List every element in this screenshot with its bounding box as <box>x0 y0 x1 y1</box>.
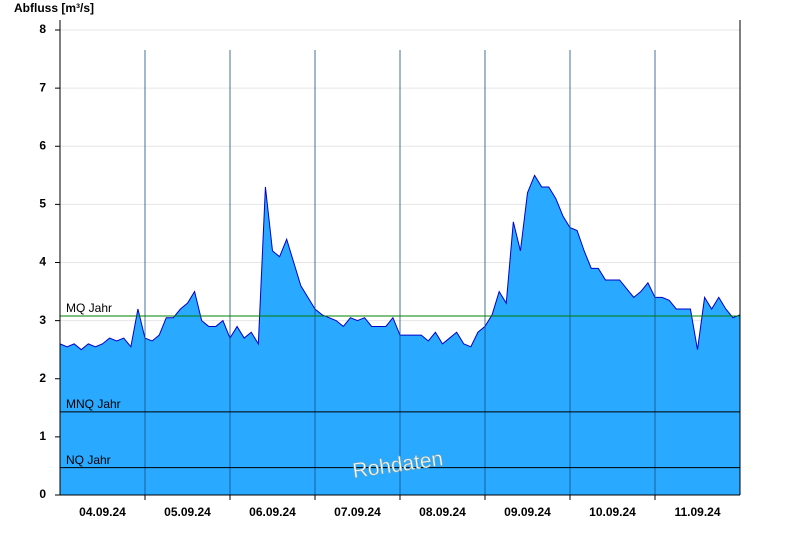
x-tick-label: 04.09.24 <box>79 505 126 519</box>
y-tick-label: 2 <box>39 371 46 385</box>
y-tick-label: 8 <box>39 22 46 36</box>
x-tick-label: 06.09.24 <box>249 505 296 519</box>
x-tick-label: 11.09.24 <box>674 505 720 519</box>
x-tick-label: 09.09.24 <box>504 505 551 519</box>
y-tick-label: 4 <box>39 255 46 269</box>
y-tick-label: 7 <box>39 80 46 94</box>
reference-label: MQ Jahr <box>66 301 112 315</box>
y-tick-label: 0 <box>39 487 46 501</box>
y-tick-label: 5 <box>39 197 46 211</box>
reference-label: NQ Jahr <box>66 453 111 467</box>
y-axis-label: Abfluss [m³/s] <box>14 1 94 15</box>
x-tick-label: 10.09.24 <box>589 505 636 519</box>
x-tick-label: 08.09.24 <box>419 505 466 519</box>
x-tick-label: 07.09.24 <box>334 505 381 519</box>
x-tick-label: 05.09.24 <box>164 505 211 519</box>
y-tick-label: 3 <box>39 313 46 327</box>
reference-label: MNQ Jahr <box>66 397 121 411</box>
y-tick-label: 1 <box>39 429 46 443</box>
y-tick-label: 6 <box>39 138 46 152</box>
